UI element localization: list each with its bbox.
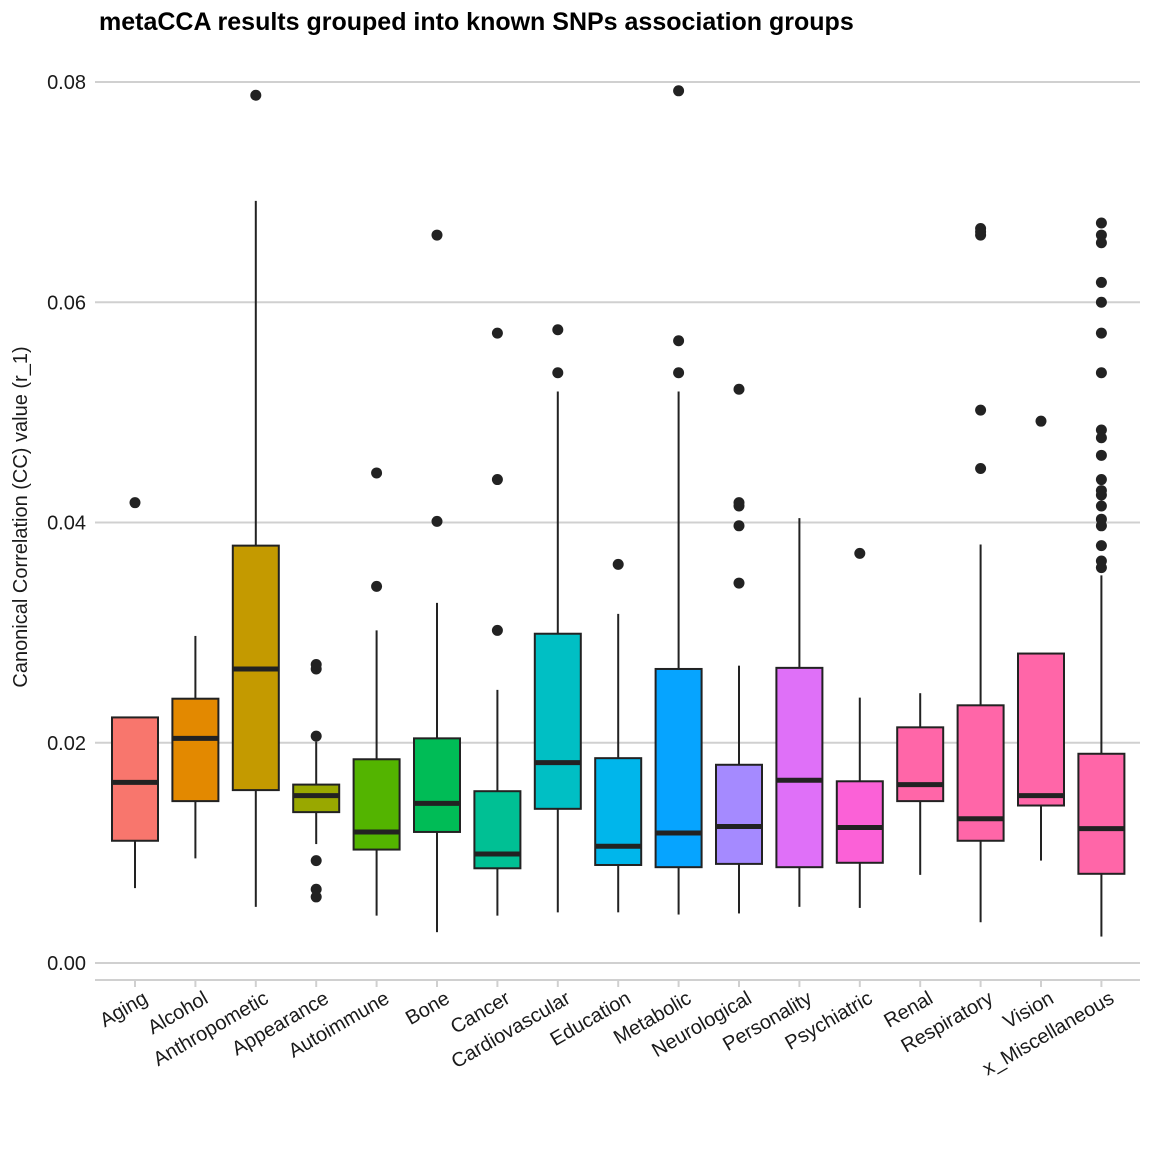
outlier-point bbox=[1095, 296, 1107, 308]
box-x-miscellaneous bbox=[1077, 575, 1126, 937]
outlier-point bbox=[673, 367, 685, 379]
outlier-point bbox=[310, 730, 322, 742]
box-iqr bbox=[111, 716, 159, 842]
outlier-point bbox=[673, 85, 685, 97]
outlier-point bbox=[310, 883, 322, 895]
box-education bbox=[594, 613, 643, 913]
outliers bbox=[129, 85, 1107, 903]
outlier-point bbox=[1095, 276, 1107, 288]
outlier-point bbox=[1095, 474, 1107, 486]
box-aging bbox=[111, 716, 159, 889]
outlier-point bbox=[1035, 415, 1047, 427]
box-vision bbox=[1017, 652, 1065, 861]
outlier-point bbox=[1095, 424, 1107, 436]
outlier-point bbox=[371, 580, 383, 592]
outlier-point bbox=[1095, 513, 1107, 525]
box-iqr bbox=[1017, 652, 1065, 807]
outlier-point bbox=[975, 222, 987, 234]
box-iqr bbox=[835, 780, 884, 864]
outlier-point bbox=[431, 229, 443, 241]
outlier-point bbox=[1095, 540, 1107, 552]
outlier-point bbox=[1095, 485, 1107, 497]
box-iqr bbox=[533, 632, 582, 810]
outlier-point bbox=[1095, 432, 1107, 444]
outlier-point bbox=[854, 547, 866, 559]
box-neurological bbox=[715, 665, 763, 914]
outlier-point bbox=[250, 89, 262, 101]
outlier-point bbox=[129, 497, 141, 509]
box-iqr bbox=[715, 763, 763, 865]
box-iqr bbox=[413, 737, 461, 833]
box-anthropometic bbox=[231, 200, 280, 907]
chart-title: metaCCA results grouped into known SNPs … bbox=[99, 8, 854, 36]
outlier-point bbox=[552, 367, 564, 379]
outlier-point bbox=[1095, 237, 1107, 249]
outlier-point bbox=[1095, 555, 1107, 567]
outlier-point bbox=[371, 467, 383, 479]
outlier-point bbox=[552, 324, 564, 336]
box-bone bbox=[413, 602, 461, 933]
box-iqr bbox=[292, 783, 341, 814]
y-tick-label: 0.08 bbox=[47, 72, 86, 94]
outlier-point bbox=[975, 463, 987, 475]
x-tick-label: Bone bbox=[402, 987, 453, 1029]
outlier-point bbox=[491, 327, 503, 339]
x-axis-ticks: AgingAlcoholAnthropometicAppearanceAutoi… bbox=[96, 980, 1118, 1080]
outlier-point bbox=[1095, 229, 1107, 241]
outlier-point bbox=[733, 520, 745, 532]
box-alcohol bbox=[171, 635, 220, 859]
box-iqr bbox=[171, 697, 220, 803]
y-tick-label: 0.00 bbox=[47, 953, 86, 975]
box-metabolic bbox=[654, 391, 703, 915]
box-iqr bbox=[896, 726, 945, 803]
y-axis-label: Canonical Correlation (CC) value (r_1) bbox=[10, 346, 32, 687]
y-tick-label: 0.04 bbox=[47, 513, 86, 535]
outlier-point bbox=[310, 855, 322, 867]
outlier-point bbox=[733, 383, 745, 395]
y-tick-label: 0.02 bbox=[47, 733, 86, 755]
box-psychiatric bbox=[835, 697, 884, 908]
box-renal bbox=[896, 693, 945, 875]
box-personality bbox=[775, 518, 824, 907]
outlier-point bbox=[733, 577, 745, 589]
outlier-point bbox=[1095, 367, 1107, 379]
outlier-point bbox=[491, 474, 503, 486]
outlier-point bbox=[1095, 217, 1107, 229]
box-iqr bbox=[473, 790, 522, 870]
outlier-point bbox=[673, 335, 685, 347]
box-iqr bbox=[775, 666, 824, 869]
box-cancer bbox=[473, 689, 522, 916]
box-cardiovascular bbox=[533, 391, 582, 913]
outlier-point bbox=[310, 659, 322, 671]
x-tick-label: Aging bbox=[96, 987, 151, 1032]
box-iqr bbox=[594, 757, 643, 866]
outlier-point bbox=[1095, 327, 1107, 339]
box-respiratory bbox=[956, 544, 1005, 923]
outlier-point bbox=[1095, 449, 1107, 461]
box-appearance bbox=[292, 741, 341, 845]
box-iqr bbox=[1077, 752, 1126, 875]
outlier-point bbox=[612, 558, 624, 570]
box-iqr bbox=[352, 758, 401, 851]
box-autoimmune bbox=[352, 630, 401, 916]
outlier-point bbox=[1095, 500, 1107, 512]
box-iqr bbox=[654, 667, 703, 869]
outlier-point bbox=[431, 515, 443, 527]
outlier-point bbox=[733, 497, 745, 509]
outlier-point bbox=[310, 891, 322, 903]
outlier-point bbox=[975, 404, 987, 416]
outlier-point bbox=[491, 624, 503, 636]
boxes bbox=[111, 200, 1126, 937]
y-tick-label: 0.06 bbox=[47, 292, 86, 314]
y-axis-ticks: 0.00 0.02 0.04 0.06 0.08 bbox=[47, 72, 86, 975]
